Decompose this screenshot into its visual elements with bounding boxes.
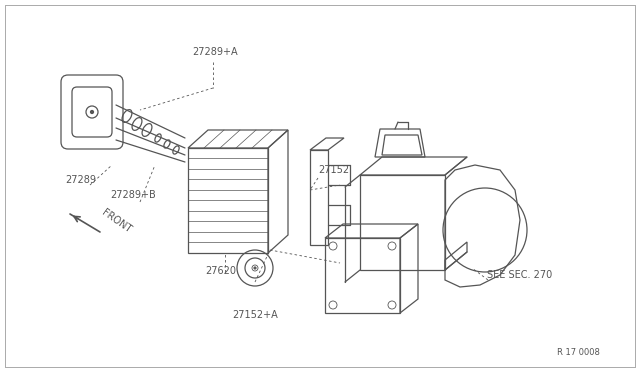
- Text: 27620: 27620: [205, 266, 236, 276]
- Circle shape: [90, 110, 93, 113]
- Text: FRONT: FRONT: [100, 208, 133, 235]
- Text: 27289+A: 27289+A: [192, 47, 237, 57]
- Text: SEE SEC. 270: SEE SEC. 270: [487, 270, 552, 280]
- Text: 27152: 27152: [318, 165, 349, 175]
- Circle shape: [254, 267, 256, 269]
- Text: 27289: 27289: [65, 175, 96, 185]
- Text: 27289+B: 27289+B: [110, 190, 156, 200]
- Text: R 17 0008: R 17 0008: [557, 348, 600, 357]
- Text: 27152+A: 27152+A: [232, 310, 278, 320]
